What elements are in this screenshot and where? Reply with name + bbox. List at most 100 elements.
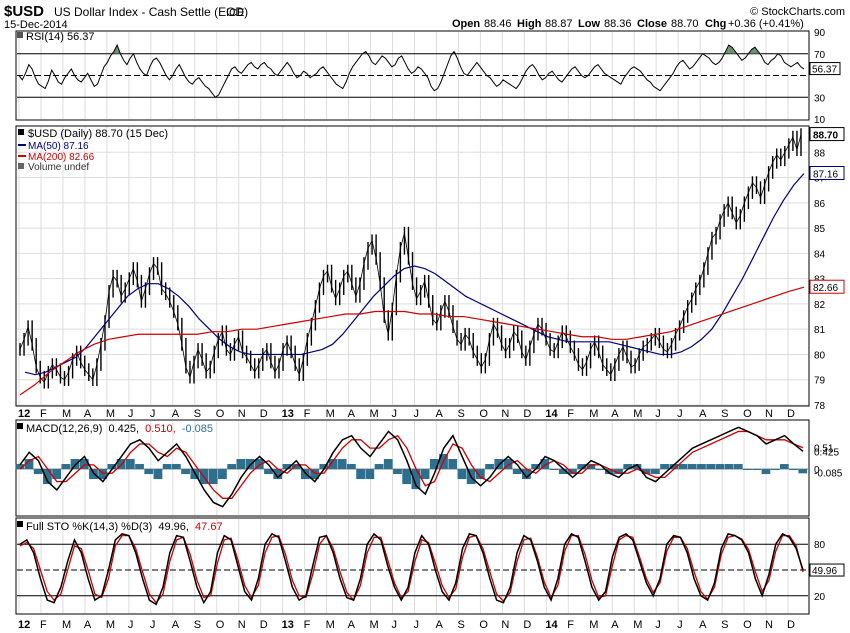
price-last-tag-label: 87.16 xyxy=(813,170,838,181)
sto-x-tick-label: O xyxy=(743,619,752,631)
macd-hist-bar xyxy=(125,459,135,470)
macd-hist-bar xyxy=(282,464,292,470)
price-y-tick-label: 79 xyxy=(814,376,826,387)
chg-value: +0.36 (+0.41%) xyxy=(728,18,804,30)
sto-prefix: Full STO %K(14,3) %D(3) xyxy=(26,521,152,533)
macd-hist-bar xyxy=(770,469,780,471)
sto-x-tick-label: F xyxy=(40,619,47,631)
macd-hist-bar xyxy=(457,469,467,480)
sto-x-tick-label: A xyxy=(699,619,707,631)
macd-hist-bar xyxy=(393,469,402,475)
rsi-line xyxy=(18,43,805,98)
ma50-line xyxy=(24,173,805,376)
macd-hist-bar xyxy=(798,469,808,474)
price-x-tick-label: O xyxy=(479,408,488,420)
sto-x-tick-label: J xyxy=(677,619,683,631)
price-x-tick-label: J xyxy=(150,408,156,420)
macd-hist-bar xyxy=(724,464,734,470)
ma50-legend-label: MA(50) 87.16 xyxy=(28,141,89,152)
high-value: 88.87 xyxy=(545,18,573,30)
macd-hist-bar xyxy=(236,459,246,470)
chg-label: Chg xyxy=(705,18,726,30)
macd-hist-bar xyxy=(254,459,264,470)
close-label: Close xyxy=(637,18,667,30)
price-x-tick-label: D xyxy=(523,408,531,420)
macd-title: MACD(12,26,9) 0.425, 0.510, -0.085 xyxy=(26,423,213,435)
macd-hist-bar xyxy=(328,459,338,470)
macd-hist-bar xyxy=(264,469,273,475)
macd-hist-bar xyxy=(448,459,458,470)
price-x-tick-label: 13 xyxy=(282,408,294,420)
price-x-tick-label: A xyxy=(348,408,356,420)
ma200-legend-label: MA(200) 82.66 xyxy=(28,152,95,163)
price-x-tick-label: N xyxy=(238,408,246,420)
macd-hist-bar xyxy=(549,469,559,471)
sto-x-tick-label: O xyxy=(216,619,225,631)
rsi-y-tick-label: 90 xyxy=(814,28,826,39)
price-x-tick-label: A xyxy=(435,408,443,420)
open-label: Open xyxy=(452,18,480,30)
macd-signal-value: 0.510, xyxy=(145,423,176,435)
price-y-tick-label: 81 xyxy=(814,325,826,336)
price-x-tick-label: S xyxy=(194,408,201,420)
price-x-tick-label: J xyxy=(677,408,683,420)
macd-hist-bar xyxy=(107,464,117,470)
macd-hist-bar xyxy=(522,469,531,480)
price-x-tick-label: J xyxy=(655,408,661,420)
macd-hist-bar xyxy=(503,459,513,470)
macd-hist-bar xyxy=(15,464,25,470)
price-x-tick-label: F xyxy=(304,408,311,420)
macd-hist-bar xyxy=(512,469,522,475)
macd-hist-bar xyxy=(494,459,504,470)
price-y-tick-label: 85 xyxy=(814,224,826,235)
price-last-tag-label: 82.66 xyxy=(813,283,838,294)
price-x-tick-label: S xyxy=(457,408,464,420)
rsi-y-tick-label: 30 xyxy=(814,93,826,104)
macd-hist-bar xyxy=(208,469,218,485)
price-x-tick-label: A xyxy=(611,408,619,420)
price-x-tick-label: N xyxy=(501,408,509,420)
rsi-overbought-fill xyxy=(751,47,755,54)
sto-x-tick-label: D xyxy=(787,619,795,631)
price-x-tick-label: 14 xyxy=(545,408,558,420)
macd-hist-bar xyxy=(595,469,605,471)
macd-prefix: MACD(12,26,9) xyxy=(26,423,102,435)
brand-label: © StockCharts.com xyxy=(750,6,845,18)
macd-hist-bar xyxy=(365,469,375,480)
macd-hist-bar xyxy=(33,469,43,475)
sto-x-tick-label: J xyxy=(392,619,398,631)
price-x-tick-label: F xyxy=(567,408,574,420)
macd-hist-bar xyxy=(715,464,725,470)
sto-x-tick-label: A xyxy=(172,619,180,631)
macd-y-tick-label: 0.425 xyxy=(814,447,839,458)
macd-hist-bar xyxy=(752,469,762,471)
macd-hist-bar xyxy=(300,469,310,480)
macd-hist-bar xyxy=(356,469,365,480)
rsi-legend-swatch xyxy=(17,32,23,38)
macd-hist-bar xyxy=(623,464,633,470)
sto-x-tick-label: M xyxy=(106,619,115,631)
symbol-title: $USD xyxy=(4,3,44,20)
price-legend: $USD (Daily) 88.70 (15 Dec) MA(50) 87.16… xyxy=(18,128,168,173)
macd-y-tick-label: 0.51 xyxy=(814,444,834,455)
sto-d-line xyxy=(19,534,804,604)
sto-x-tick-label: D xyxy=(260,619,268,631)
sto-x-tick-label: S xyxy=(457,619,464,631)
sto-x-tick-label: F xyxy=(304,619,311,631)
macd-hist-bar xyxy=(144,469,154,475)
macd-hist-bar xyxy=(291,464,301,470)
price-panel-frame xyxy=(15,125,810,407)
sto-x-tick-label: 14 xyxy=(545,619,558,631)
price-last-tag xyxy=(809,279,845,294)
macd-hist-bar xyxy=(568,469,577,475)
sto-x-tick-label: N xyxy=(238,619,246,631)
price-y-tick-label: 78 xyxy=(814,401,826,412)
macd-hist-bar xyxy=(706,464,716,470)
sto-x-tick-label: A xyxy=(435,619,443,631)
macd-hist-bar xyxy=(789,469,798,471)
price-y-tick-label: 80 xyxy=(814,350,826,361)
macd-hist-bar xyxy=(116,459,126,470)
macd-hist-bar xyxy=(245,459,255,470)
rsi-layer xyxy=(17,43,808,98)
macd-hist-bar xyxy=(614,469,623,475)
